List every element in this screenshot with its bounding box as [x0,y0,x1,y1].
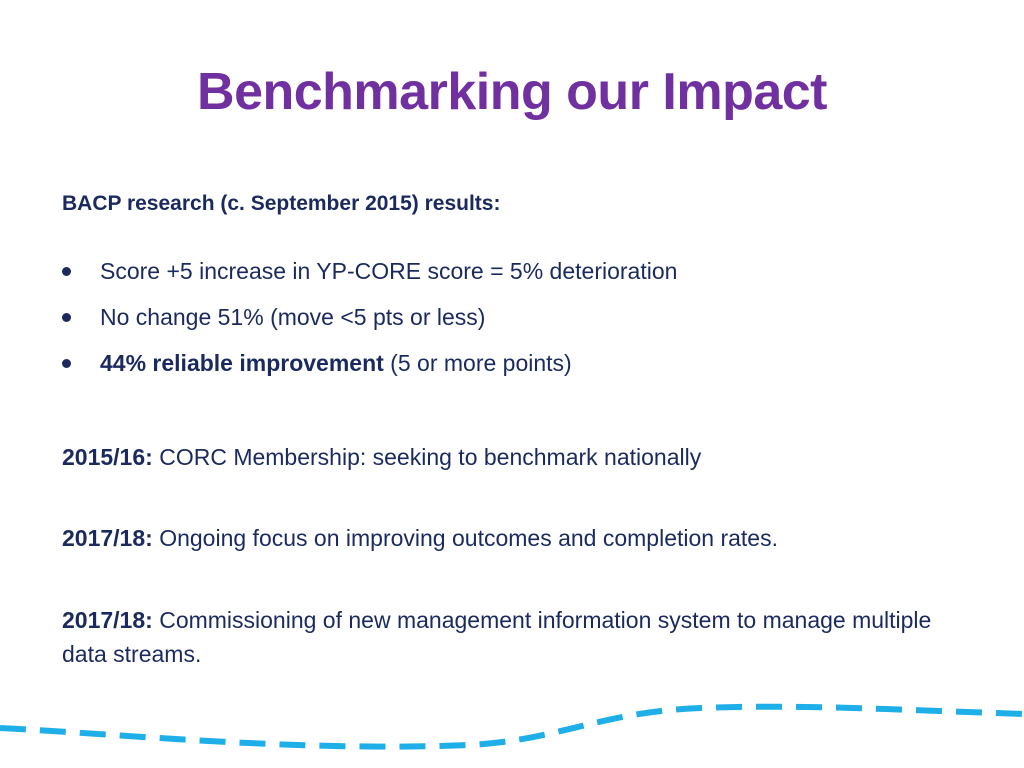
bullet-icon [62,358,71,368]
list-item-emphasis: 44% reliable improvement [100,349,384,376]
list-item-text: Score +5 increase in YP-CORE score = 5% … [100,257,678,284]
dashed-wave-decoration [0,703,1024,750]
dashed-wave-line [0,703,1024,750]
intro-heading: BACP research (c. September 2015) result… [62,192,501,215]
timeline-paragraph: 2015/16: CORC Membership: seeking to ben… [62,440,982,474]
results-list: Score +5 increase in YP-CORE score = 5% … [62,248,677,386]
bullet-icon [62,266,71,276]
list-item: Score +5 increase in YP-CORE score = 5% … [62,248,677,294]
timeline-label: 2017/18: [62,525,153,551]
timeline-label: 2015/16: [62,444,153,470]
slide-title: Benchmarking our Impact [197,63,827,121]
list-item: 44% reliable improvement (5 or more poin… [62,340,677,386]
list-item-text: No change 51% (move <5 pts or less) [100,303,486,330]
list-item: No change 51% (move <5 pts or less) [62,294,677,340]
timeline-paragraph: 2017/18: Commissioning of new management… [62,603,982,671]
timeline-paragraph: 2017/18: Ongoing focus on improving outc… [62,521,982,555]
timeline-text: CORC Membership: seeking to benchmark na… [152,444,702,470]
timeline-label: 2017/18: [62,607,153,633]
list-item-text: (5 or more points) [383,349,572,376]
timeline-text: Ongoing focus on improving outcomes and … [152,525,778,551]
timeline-text: Commissioning of new management informat… [62,607,932,667]
bullet-icon [62,312,71,322]
